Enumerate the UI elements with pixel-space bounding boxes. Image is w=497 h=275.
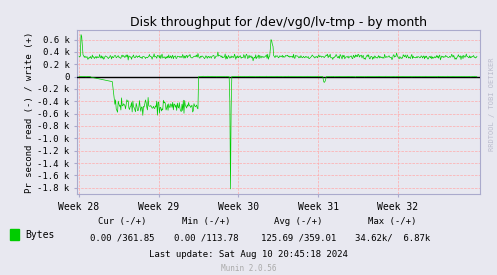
Text: 0.00 /361.85: 0.00 /361.85 (89, 233, 154, 242)
Text: 0.00 /113.78: 0.00 /113.78 (174, 233, 239, 242)
Text: 34.62k/  6.87k: 34.62k/ 6.87k (355, 233, 430, 242)
Title: Disk throughput for /dev/vg0/lv-tmp - by month: Disk throughput for /dev/vg0/lv-tmp - by… (130, 16, 427, 29)
Text: Munin 2.0.56: Munin 2.0.56 (221, 265, 276, 273)
Text: Avg (-/+): Avg (-/+) (274, 217, 323, 226)
Text: Min (-/+): Min (-/+) (182, 217, 231, 226)
Text: Cur (-/+): Cur (-/+) (97, 217, 146, 226)
Text: Max (-/+): Max (-/+) (368, 217, 417, 226)
Text: Bytes: Bytes (25, 230, 54, 240)
Text: Last update: Sat Aug 10 20:45:18 2024: Last update: Sat Aug 10 20:45:18 2024 (149, 250, 348, 259)
Text: RRDTOOL / TOBI OETIKER: RRDTOOL / TOBI OETIKER (489, 58, 495, 151)
Text: 125.69 /359.01: 125.69 /359.01 (260, 233, 336, 242)
Y-axis label: Pr second read (-) / write (+): Pr second read (-) / write (+) (25, 31, 34, 193)
